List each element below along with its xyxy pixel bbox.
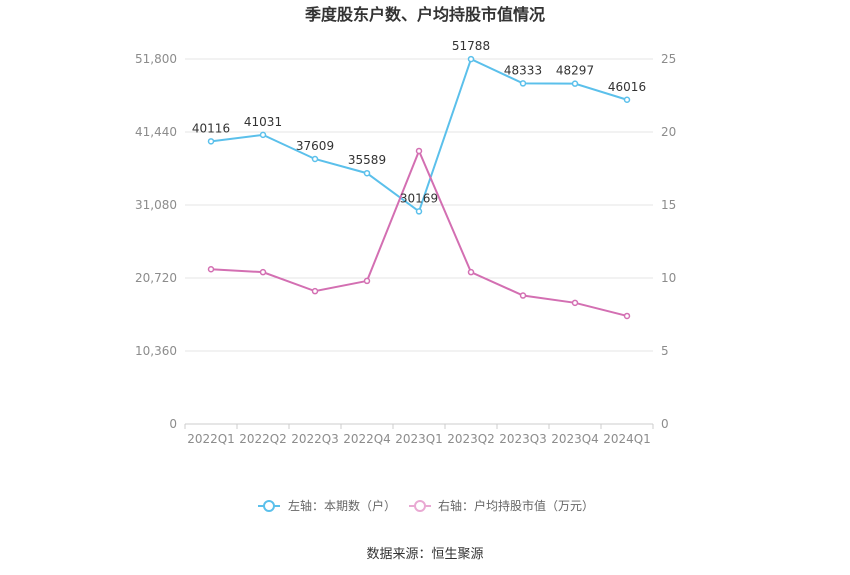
x-tick-label: 2023Q4 (551, 432, 599, 446)
y-right-tick-label: 15 (661, 198, 676, 212)
y-left-tick-label: 31,080 (135, 198, 177, 212)
x-tick-label: 2024Q1 (603, 432, 651, 446)
data-point-right[interactable] (311, 287, 319, 295)
x-tick-label: 2022Q3 (291, 432, 339, 446)
series-layer: 40116 41031 37609 35589 30169 51788 48333 48297… (192, 39, 646, 320)
data-point-right[interactable] (259, 268, 267, 276)
y-right-tick-label: 5 (661, 344, 669, 358)
data-point-right[interactable] (519, 292, 527, 299)
y-right-tick-label: 25 (661, 52, 676, 66)
data-point-left[interactable] (571, 80, 579, 87)
y-left-tick-label: 41,440 (135, 125, 177, 139)
legend-item-right[interactable]: 右轴：户均持股市值（万元） (409, 498, 594, 513)
x-tick-label: 2022Q2 (239, 432, 287, 446)
data-label: 46016 (608, 80, 646, 94)
data-label: 48297 (556, 64, 594, 78)
x-tick-label: 2022Q4 (343, 432, 391, 446)
y-left-tick-label: 10,360 (135, 344, 177, 358)
data-label: 40116 (192, 121, 230, 135)
data-point-left[interactable] (259, 131, 267, 139)
legend-label-left: 左轴：本期数（户） (288, 498, 396, 513)
x-tick-label: 2023Q2 (447, 432, 495, 446)
data-point-left[interactable] (467, 55, 475, 63)
data-point-right[interactable] (363, 277, 371, 285)
data-point-left[interactable] (311, 155, 319, 163)
data-point-right[interactable] (207, 265, 215, 273)
legend-label-right: 右轴：户均持股市值（万元） (438, 498, 594, 513)
data-source: 数据来源：恒生聚源 (366, 547, 483, 562)
data-point-right[interactable] (571, 299, 579, 307)
y-right-tick-label: 20 (661, 125, 676, 139)
y-right-tick-label: 10 (661, 271, 676, 285)
legend-marker-left (263, 500, 275, 512)
data-label: 30169 (400, 191, 438, 205)
data-point-left[interactable] (519, 80, 527, 87)
legend-marker-right (414, 500, 426, 512)
data-point-right[interactable] (415, 147, 423, 155)
data-point-right[interactable] (467, 268, 475, 276)
data-point-left[interactable] (207, 138, 215, 145)
data-label: 48333 (504, 63, 542, 77)
axes: 010,36020,72031,08041,44051,800051015202… (135, 52, 676, 446)
x-tick-label: 2022Q1 (187, 432, 235, 446)
data-label: 35589 (348, 153, 386, 167)
x-tick-label: 2023Q1 (395, 432, 443, 446)
series-line-left (210, 57, 628, 214)
y-left-tick-label: 20,720 (135, 271, 177, 285)
data-point-left[interactable] (623, 96, 631, 104)
legend-item-left[interactable]: 左轴：本期数（户） (258, 498, 396, 513)
y-left-tick-label: 0 (169, 417, 177, 431)
series-line-right (210, 148, 628, 317)
data-point-right[interactable] (623, 312, 631, 320)
data-point-left[interactable] (363, 169, 371, 177)
data-label: 51788 (452, 39, 490, 53)
y-right-tick-label: 0 (661, 417, 669, 431)
y-left-tick-label: 51,800 (135, 52, 177, 66)
chart-title: 季度股东户数、户均持股市值情况 (304, 5, 545, 24)
data-label: 41031 (244, 115, 282, 129)
legend[interactable]: 左轴：本期数（户） 右轴：户均持股市值（万元） (258, 498, 594, 513)
x-tick-label: 2023Q3 (499, 432, 547, 446)
data-label: 37609 (296, 139, 334, 153)
data-point-left[interactable] (415, 208, 423, 215)
